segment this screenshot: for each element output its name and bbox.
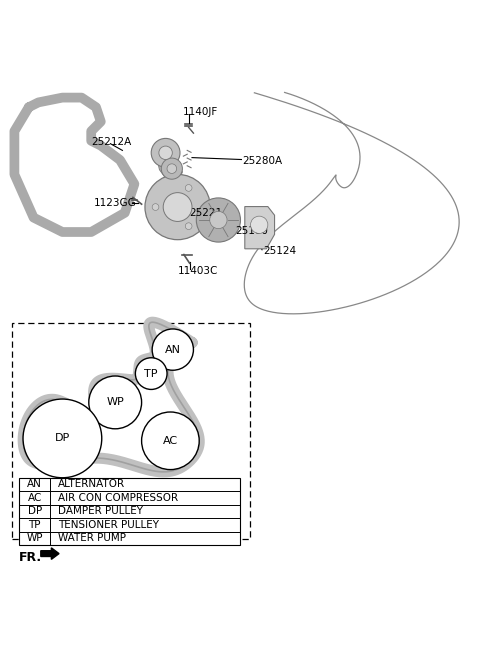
Circle shape xyxy=(163,193,192,222)
Text: WP: WP xyxy=(107,398,124,407)
Text: 25100: 25100 xyxy=(235,226,268,236)
Circle shape xyxy=(161,158,182,179)
Text: AC: AC xyxy=(28,493,42,503)
Circle shape xyxy=(151,138,180,167)
Bar xyxy=(12,323,250,539)
Circle shape xyxy=(135,358,167,390)
Circle shape xyxy=(152,329,193,370)
Text: AN: AN xyxy=(27,480,42,489)
Circle shape xyxy=(167,164,177,173)
Circle shape xyxy=(152,203,159,211)
Text: TENSIONER PULLEY: TENSIONER PULLEY xyxy=(58,520,158,530)
Circle shape xyxy=(210,211,227,229)
Text: AIR CON COMPRESSOR: AIR CON COMPRESSOR xyxy=(58,493,178,503)
Text: 25280A: 25280A xyxy=(242,156,283,166)
Circle shape xyxy=(23,399,102,478)
Text: WP: WP xyxy=(26,533,43,543)
Text: DP: DP xyxy=(55,434,70,443)
Text: 25124: 25124 xyxy=(263,246,296,256)
Text: DAMPER PULLEY: DAMPER PULLEY xyxy=(58,506,143,516)
Polygon shape xyxy=(41,548,59,560)
Circle shape xyxy=(185,184,192,192)
Text: 11403C: 11403C xyxy=(178,266,218,276)
Circle shape xyxy=(142,412,199,470)
Text: TP: TP xyxy=(28,520,41,530)
Polygon shape xyxy=(245,207,275,249)
Text: TP: TP xyxy=(144,369,158,379)
Circle shape xyxy=(145,174,210,239)
Circle shape xyxy=(159,146,172,159)
Bar xyxy=(19,478,240,545)
Text: 1123GG: 1123GG xyxy=(94,198,136,208)
Text: ALTERNATOR: ALTERNATOR xyxy=(58,480,125,489)
Text: AN: AN xyxy=(165,344,181,355)
Polygon shape xyxy=(158,161,182,180)
Text: 1140JF: 1140JF xyxy=(182,107,217,117)
Text: 25221: 25221 xyxy=(190,208,223,218)
Circle shape xyxy=(196,198,240,242)
Circle shape xyxy=(89,376,142,429)
Text: DP: DP xyxy=(28,506,42,516)
Text: FR.: FR. xyxy=(19,551,42,564)
Text: WATER PUMP: WATER PUMP xyxy=(58,533,126,543)
Circle shape xyxy=(251,216,268,234)
Text: AC: AC xyxy=(163,436,178,446)
Text: 25212A: 25212A xyxy=(91,136,132,147)
Circle shape xyxy=(185,223,192,230)
